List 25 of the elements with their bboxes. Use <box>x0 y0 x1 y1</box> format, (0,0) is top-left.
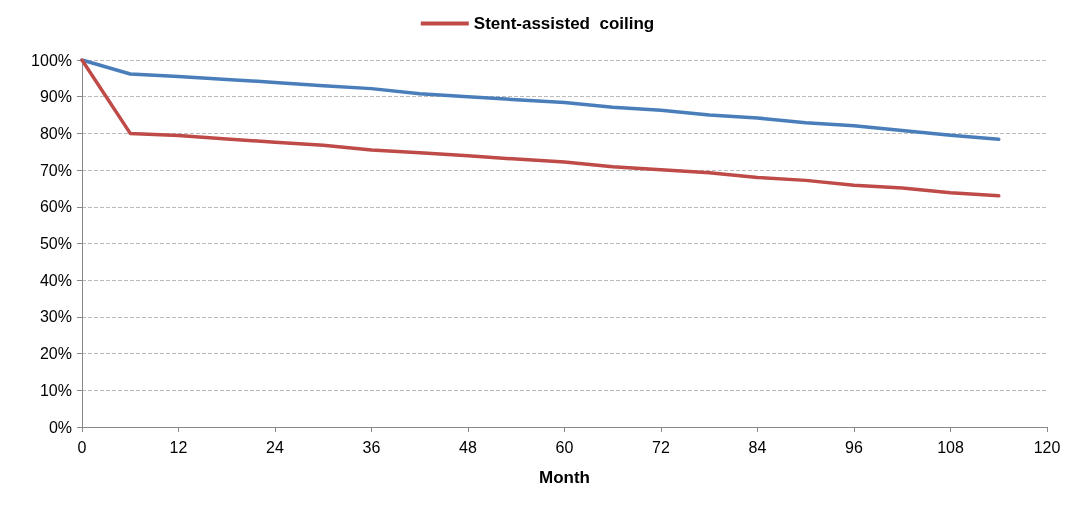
x-tick-label: 108 <box>937 438 964 456</box>
x-tick-label: 0 <box>77 438 87 456</box>
y-tick-label: 0% <box>48 418 72 436</box>
line-series <box>80 58 1001 198</box>
x-tick-label: 60 <box>555 438 574 456</box>
x-tick-label: 24 <box>266 438 284 456</box>
y-tick-label: 50% <box>39 235 72 252</box>
x-tick-label: 96 <box>845 438 863 456</box>
x-tick-label: 120 <box>1033 438 1061 456</box>
x-tick-label: 72 <box>652 438 670 456</box>
y-tick-label: 90% <box>39 88 72 106</box>
y-tick-label: 20% <box>39 345 72 363</box>
x-axis-title: Month <box>539 468 590 487</box>
y-tick-label: 10% <box>39 381 72 399</box>
x-tick-label: 84 <box>748 438 767 456</box>
y-tick-label: 60% <box>39 198 72 216</box>
x-tick-label: 36 <box>362 438 381 456</box>
x-tick-label: 12 <box>169 438 188 456</box>
x-tick-label: 48 <box>459 438 477 456</box>
y-tick-label: 40% <box>39 271 72 289</box>
legend-label: Stent-assisted coiling <box>473 14 655 33</box>
y-tick-label: 30% <box>39 308 72 326</box>
y-tick-label: 80% <box>39 124 72 142</box>
y-tick-label: 70% <box>39 161 72 179</box>
y-tick-label: 100% <box>31 51 72 69</box>
